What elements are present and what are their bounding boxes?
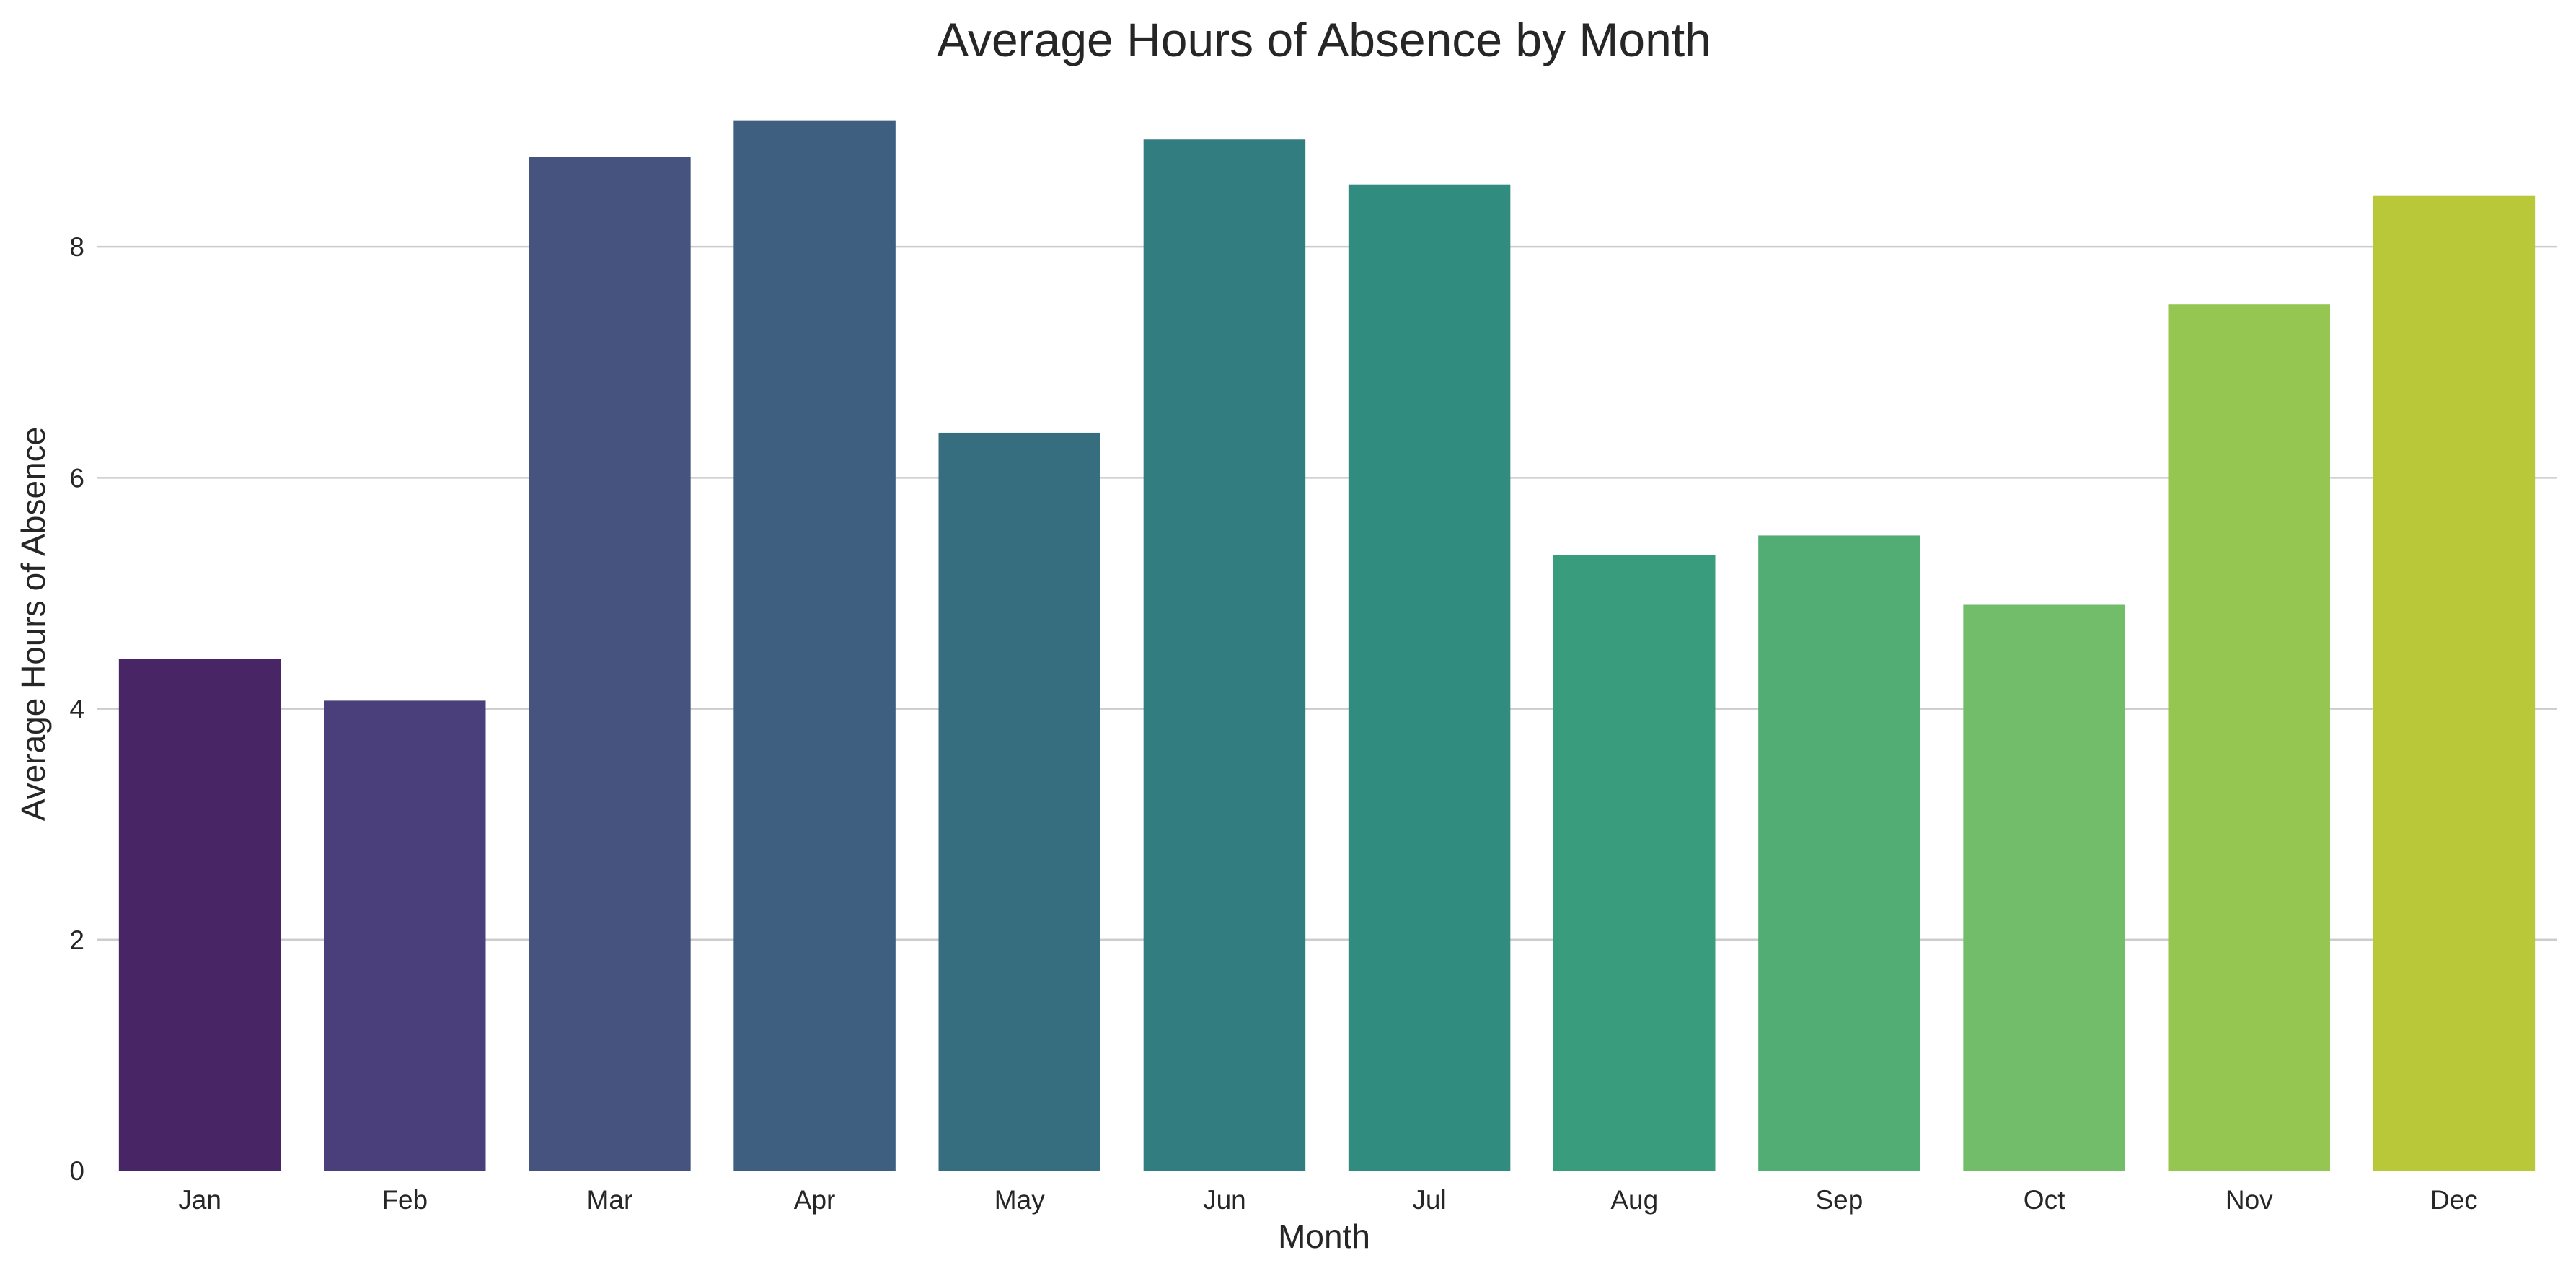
y-axis-ticks: 0 2 4 6 8 [69,232,84,1186]
bar-jun [1143,139,1306,1171]
bar-oct [1963,604,2125,1171]
y-tick-label: 6 [69,463,84,493]
bar-mar [529,157,691,1171]
x-axis-label: Month [1278,1218,1370,1255]
x-tick-label: Nov [2226,1185,2273,1215]
x-axis-ticks: Jan Feb Mar Apr May Jun Jul Aug Sep Oct Nov Dec [178,1185,2478,1215]
bar-dec [2373,195,2536,1171]
bar-jul [1348,184,1511,1171]
x-tick-label: Feb [381,1185,428,1215]
bar-may [938,432,1100,1171]
x-tick-label: Jul [1412,1185,1446,1215]
x-tick-label: May [994,1185,1045,1215]
y-tick-label: 8 [69,232,84,262]
bar-sep [1758,535,1920,1171]
bar-nov [2168,304,2330,1171]
y-tick-label: 2 [69,925,84,955]
x-tick-label: Aug [1610,1185,1658,1215]
x-tick-label: Oct [2024,1185,2065,1215]
x-tick-label: Apr [794,1185,836,1215]
bar-feb [324,700,486,1171]
x-tick-label: Dec [2430,1185,2478,1215]
bar-apr [733,120,896,1171]
bars [118,120,2536,1171]
y-tick-label: 0 [69,1156,84,1186]
x-tick-label: Jan [178,1185,221,1215]
gridlines [97,245,2557,941]
bar-jan [118,659,281,1171]
bar-aug [1553,555,1716,1171]
chart-title: Average Hours of Absence by Month [937,13,1711,66]
x-tick-label: Sep [1815,1185,1863,1215]
x-tick-label: Mar [587,1185,633,1215]
y-axis-label: Average Hours of Absence [14,427,52,821]
x-tick-label: Jun [1203,1185,1246,1215]
y-tick-label: 4 [69,695,84,724]
